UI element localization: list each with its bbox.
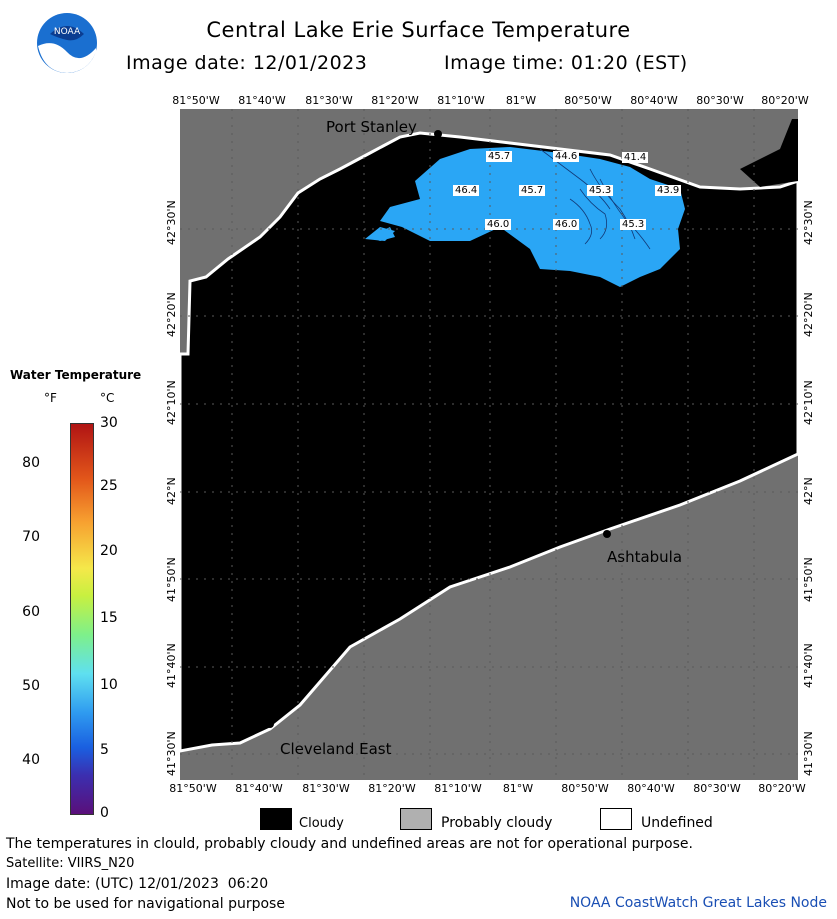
lon-label: 80°40'W [630,94,678,107]
tick-f: 80 [22,455,40,471]
cloud-area [740,119,798,187]
temp-label: 46.0 [553,219,580,230]
tick-c: 30 [100,415,118,431]
lon-label: 80°40'W [627,782,675,795]
lon-label: 80°50'W [561,782,609,795]
key-probably-cloudy-label: Probably cloudy [441,815,553,831]
temp-label: 45.3 [587,185,614,196]
lon-label: 80°30'W [693,782,741,795]
lon-label: 81°50'W [172,94,220,107]
key-probably-cloudy-swatch [400,808,432,830]
lat-label: 41°50'N [802,557,815,602]
tick-c: 10 [100,677,118,693]
footer-disclaimer: The temperatures in clould, probably clo… [6,836,693,852]
tick-c: 0 [100,805,109,821]
lat-label: 41°50'N [165,557,178,602]
temp-label: 44.6 [553,151,580,162]
key-undefined-swatch [600,808,632,830]
lat-label: 41°30'N [802,731,815,776]
lat-label: 41°30'N [165,731,178,776]
temp-label: 45.7 [486,151,513,162]
image-time: Image time: 01:20 (EST) [444,52,688,74]
tick-f: 40 [22,752,40,768]
tick-c: 15 [100,610,118,626]
svg-text:NOAA: NOAA [54,27,81,37]
lat-label: 42°30'N [802,200,815,245]
unit-celsius: °C [100,391,115,405]
lat-label: 42°N [165,477,178,505]
footer-node: NOAA CoastWatch Great Lakes Node [569,895,827,911]
lon-label: 81°W [505,94,537,107]
footer-satellite: Satellite: VIIRS_N20 [6,856,135,871]
water-area [370,227,395,241]
place-cleveland-east: Cleveland East [280,740,392,758]
page-title: Central Lake Erie Surface Temperature [206,18,631,42]
lat-label: 42°20'N [165,292,178,337]
tick-c: 20 [100,543,118,559]
temp-label: 46.4 [453,185,480,196]
unit-fahrenheit: °F [44,391,57,405]
lon-label: 81°10'W [434,782,482,795]
key-cloudy-label: Cloudy [299,816,344,831]
temp-label: 41.4 [622,152,649,163]
key-cloudy-swatch [260,808,292,830]
lon-label: 81°30'W [302,782,350,795]
lon-label: 81°W [502,782,534,795]
footer-nav-warning: Not to be used for navigational purpose [6,896,285,912]
lon-label: 81°40'W [238,94,286,107]
port-stanley-dot [434,130,442,138]
temp-label: 45.3 [620,219,647,230]
lon-label: 80°30'W [696,94,744,107]
lon-label: 81°10'W [437,94,485,107]
temp-label: 45.7 [519,185,546,196]
lon-label: 81°30'W [305,94,353,107]
lon-label: 80°50'W [564,94,612,107]
tick-c: 25 [100,478,118,494]
tick-f: 50 [22,678,40,694]
tick-c: 5 [100,742,109,758]
place-ashtabula: Ashtabula [607,548,683,566]
water-area [380,147,685,287]
tick-f: 70 [22,529,40,545]
temp-label: 43.9 [655,185,682,196]
noaa-logo: NOAA [36,12,98,74]
lon-label: 80°20'W [758,782,806,795]
key-undefined-label: Undefined [641,815,713,831]
lon-label: 81°50'W [169,782,217,795]
lat-label: 42°10'N [802,380,815,425]
cleveland-east-dot [266,720,274,728]
ashtabula-dot [603,530,611,538]
lake-map [178,109,800,780]
lon-label: 81°20'W [368,782,416,795]
legend-title: Water Temperature [10,368,142,382]
lon-label: 80°20'W [761,94,809,107]
lon-label: 81°40'W [235,782,283,795]
lat-label: 42°30'N [165,200,178,245]
footer-utc: Image date: (UTC) 12/01/2023 06:20 [6,876,269,892]
cloud-area [178,131,800,753]
tick-f: 60 [22,604,40,620]
image-date: Image date: 12/01/2023 [126,52,368,74]
lat-label: 41°40'N [165,643,178,688]
lat-label: 42°10'N [165,380,178,425]
lat-label: 42°N [802,477,815,505]
temperature-colorbar [70,423,94,815]
lat-label: 41°40'N [802,643,815,688]
lon-label: 81°20'W [371,94,419,107]
lat-label: 42°20'N [802,292,815,337]
place-port-stanley: Port Stanley [326,118,417,136]
temp-label: 46.0 [485,219,512,230]
